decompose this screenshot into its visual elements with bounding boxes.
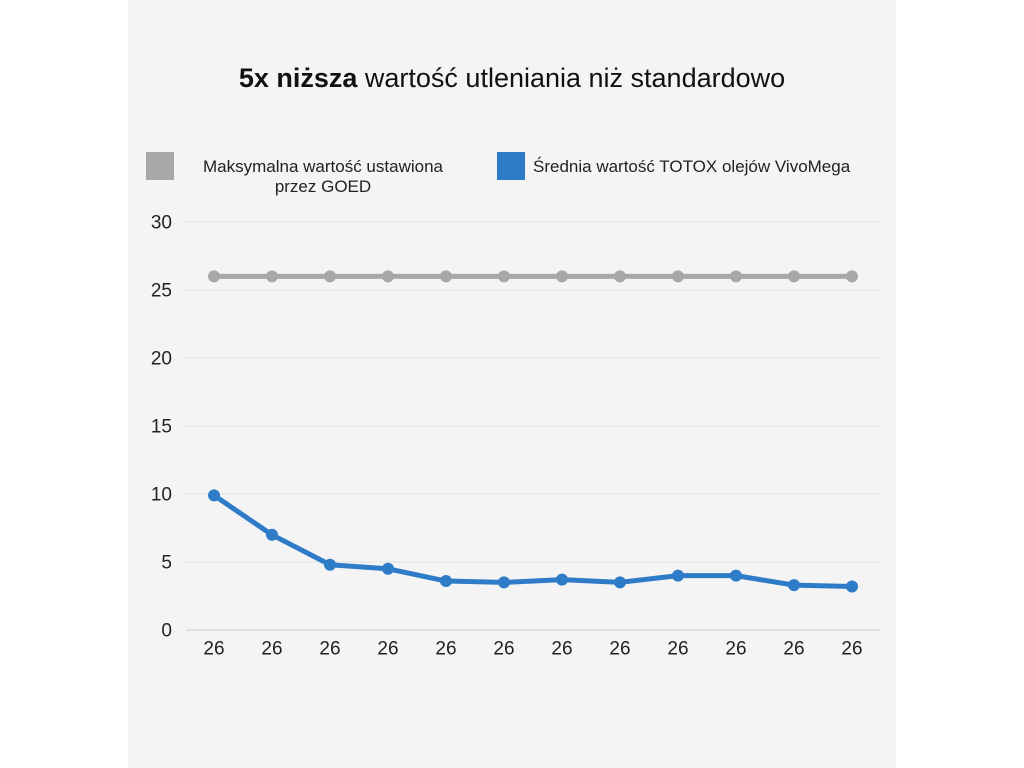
- x-tick-label: 26: [261, 639, 282, 660]
- data-point: [730, 569, 742, 582]
- data-point: [208, 270, 220, 283]
- chart-panel: [128, 0, 896, 768]
- data-point: [324, 558, 336, 571]
- data-point: [266, 528, 278, 541]
- x-tick-label: 26: [725, 639, 746, 660]
- x-tick-label: 26: [377, 639, 398, 660]
- data-point: [498, 576, 510, 589]
- data-point: [440, 575, 452, 588]
- data-point: [266, 270, 278, 283]
- data-point: [556, 573, 568, 586]
- data-point: [614, 270, 626, 283]
- series-line-1: [211, 492, 855, 589]
- data-point: [672, 270, 684, 283]
- x-tick-label: 26: [551, 639, 572, 660]
- y-tick-label: 30: [151, 213, 172, 234]
- chart-title-bold: 5x niższa: [238, 63, 358, 93]
- legend-swatch-goed: [146, 152, 174, 180]
- x-tick-label: 26: [493, 639, 514, 660]
- legend-label-vivomega: Średnia wartość TOTOX olejów VivoMega: [533, 157, 851, 176]
- data-point: [208, 489, 220, 502]
- x-tick-label: 26: [435, 639, 456, 660]
- data-point: [498, 270, 510, 283]
- data-point: [324, 270, 336, 283]
- data-point: [614, 576, 626, 589]
- data-point: [730, 270, 742, 283]
- data-point: [382, 562, 394, 575]
- data-point: [846, 270, 858, 283]
- data-point: [788, 270, 800, 283]
- data-point: [788, 579, 800, 592]
- legend-swatch-vivomega: [497, 152, 525, 180]
- y-tick-label: 10: [151, 485, 172, 506]
- y-tick-label: 20: [151, 349, 172, 370]
- data-point: [672, 569, 684, 582]
- x-tick-label: 26: [841, 639, 862, 660]
- data-point: [440, 270, 452, 283]
- chart-title-regular: wartość utleniania niż standardowo: [364, 63, 786, 93]
- data-point: [556, 270, 568, 283]
- y-tick-label: 25: [151, 281, 172, 302]
- y-tick-label: 5: [161, 553, 172, 574]
- x-tick-label: 26: [319, 639, 340, 660]
- x-tick-label: 26: [203, 639, 224, 660]
- legend-label-goed: Maksymalna wartość ustawiona przez GOED: [203, 157, 443, 196]
- x-tick-label: 26: [609, 639, 630, 660]
- data-point: [382, 270, 394, 283]
- y-tick-label: 15: [151, 417, 172, 438]
- y-tick-label: 0: [161, 621, 172, 642]
- x-tick-label: 26: [667, 639, 688, 660]
- chart-title: 5x niższa wartość utleniania niż standar…: [128, 62, 896, 94]
- data-point: [846, 580, 858, 593]
- x-tick-label: 26: [783, 639, 804, 660]
